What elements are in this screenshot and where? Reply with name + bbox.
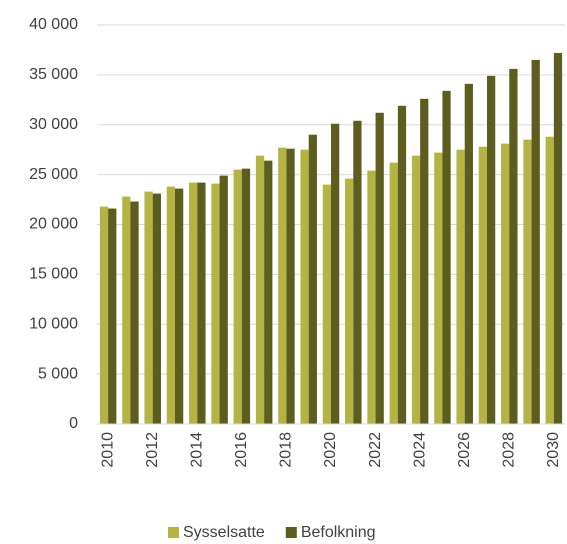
bar — [478, 146, 487, 424]
y-tick-label: 35 000 — [29, 66, 78, 83]
bar — [545, 136, 554, 424]
bar — [353, 120, 362, 424]
bar — [166, 186, 175, 424]
bar — [509, 68, 518, 424]
x-tick-label: 2020 — [322, 432, 339, 468]
bar — [389, 162, 398, 424]
bar — [264, 160, 273, 424]
y-tick-label: 15 000 — [29, 266, 78, 283]
bar — [175, 188, 184, 424]
bar — [286, 148, 295, 424]
bar — [241, 168, 251, 424]
y-tick-label: 40 000 — [29, 16, 78, 33]
x-tick-label: 2024 — [411, 432, 428, 468]
x-tick-label: 2012 — [144, 432, 161, 468]
x-tick-label: 2010 — [99, 432, 116, 468]
bar — [300, 149, 309, 424]
bar — [456, 149, 465, 424]
bar — [331, 123, 340, 424]
y-tick-label: 10 000 — [29, 315, 78, 332]
legend-label: Befolkning — [301, 524, 376, 541]
x-tick-label: 2016 — [233, 432, 250, 468]
x-tick-label: 2030 — [545, 432, 562, 468]
bar — [144, 191, 153, 424]
bar — [531, 59, 540, 424]
bar — [211, 183, 220, 424]
bar — [122, 196, 131, 424]
bar — [375, 112, 384, 424]
bar — [189, 182, 198, 424]
y-tick-label: 5 000 — [38, 365, 78, 382]
y-tick-label: 30 000 — [29, 116, 78, 133]
x-tick-label: 2028 — [501, 432, 518, 468]
x-tick-label: 2022 — [367, 432, 384, 468]
bar — [434, 152, 443, 424]
bar — [411, 155, 421, 425]
bar — [420, 98, 429, 424]
bar — [487, 75, 496, 424]
bar — [322, 184, 331, 424]
bar — [278, 147, 287, 424]
bar — [233, 169, 242, 424]
bar — [219, 175, 228, 424]
legend-label: Sysselsatte — [183, 524, 265, 541]
bar — [108, 208, 117, 424]
y-tick-label: 25 000 — [29, 166, 78, 183]
x-tick-label: 2026 — [456, 432, 473, 468]
legend-swatch — [285, 527, 297, 538]
bar — [255, 155, 265, 425]
bar — [345, 178, 354, 424]
x-tick-label: 2018 — [278, 432, 295, 468]
x-tick-label: 2014 — [189, 432, 206, 468]
bar — [442, 90, 451, 425]
legend-swatch — [168, 527, 179, 538]
y-tick-label: 0 — [69, 415, 78, 432]
bar — [553, 52, 563, 425]
bar — [397, 105, 407, 425]
bar — [152, 193, 161, 424]
bar — [523, 139, 532, 424]
bar — [501, 143, 510, 424]
y-tick-label: 20 000 — [29, 216, 78, 233]
bar — [367, 170, 376, 424]
bar — [308, 134, 317, 424]
bar — [464, 83, 473, 424]
bar — [197, 182, 206, 424]
bar — [99, 206, 109, 424]
bar — [130, 201, 139, 424]
